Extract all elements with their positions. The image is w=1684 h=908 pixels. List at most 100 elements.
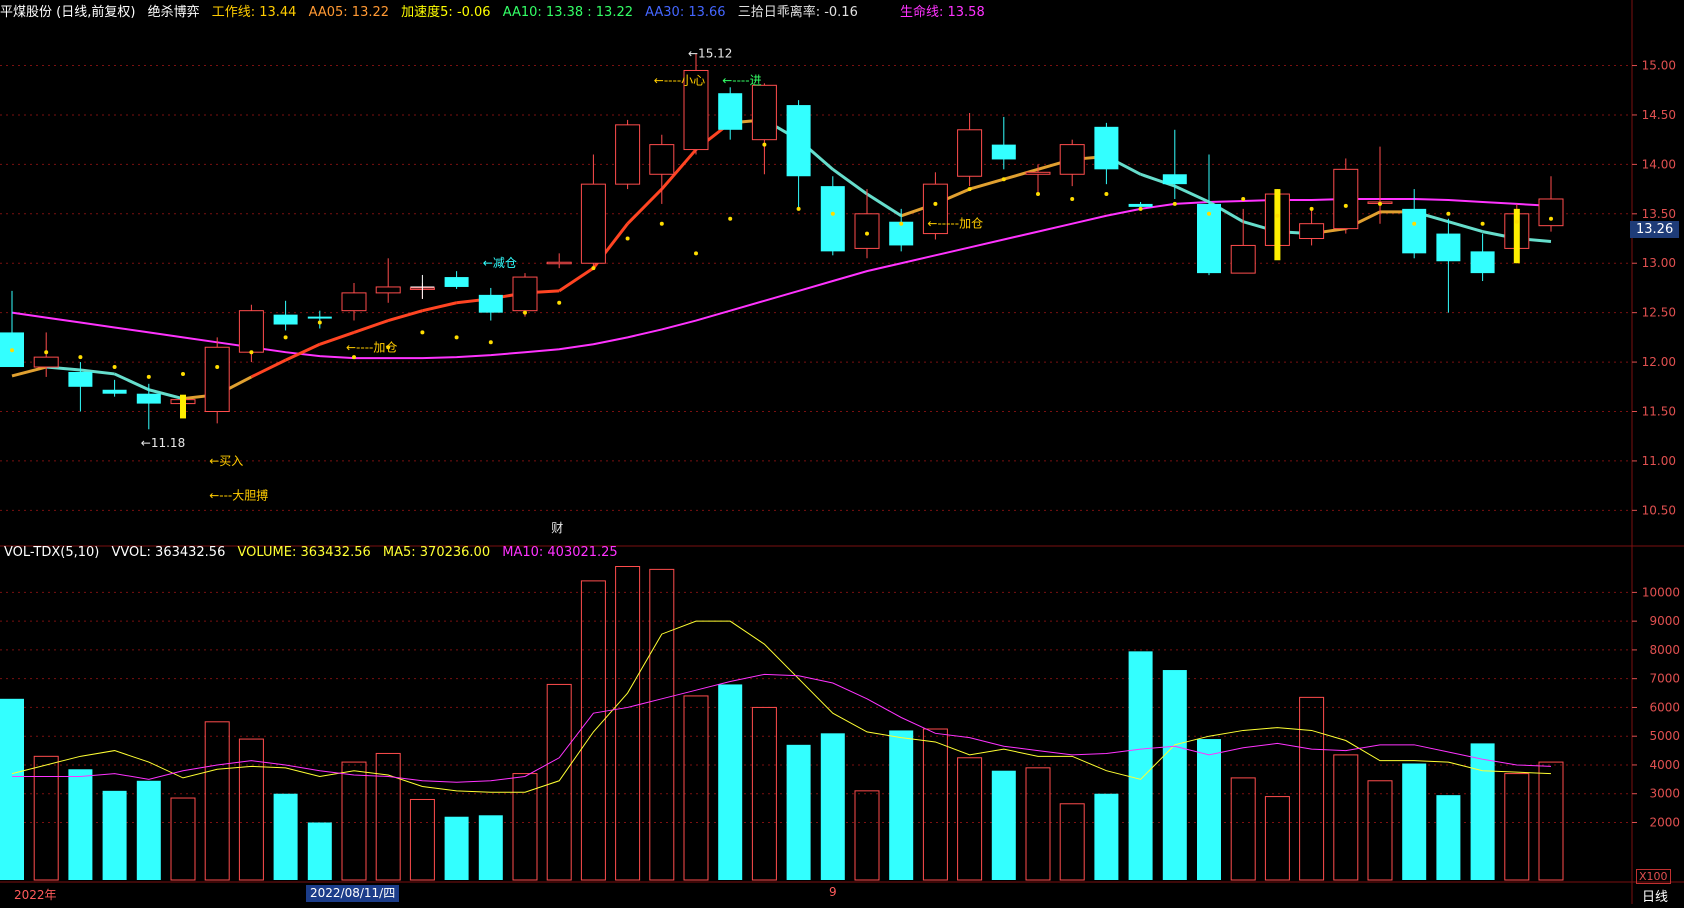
candle [1402, 189, 1427, 259]
candle [922, 172, 948, 240]
candle-body [1402, 208, 1427, 254]
volume-bar [1162, 670, 1187, 880]
volume-bar [136, 780, 161, 880]
indicator-dot [1070, 196, 1075, 201]
indicator-dot [1241, 196, 1246, 201]
indicator-dot [317, 320, 322, 325]
candle-body [991, 144, 1016, 160]
candle [1538, 176, 1564, 232]
candle-body [1299, 223, 1325, 240]
buy-marker [1513, 208, 1520, 264]
indicator-item: 三拾日乖离率: -0.16 [737, 5, 858, 20]
price-header: 平煤股份 (日线,前复权) 绝杀博弈 工作线: 13.44 AA05: 13.2… [0, 0, 993, 26]
chart-annotation: ←买入 [209, 454, 243, 468]
volume-bar [102, 790, 127, 880]
candle [1059, 139, 1085, 187]
price-tick-label: 11.50 [1642, 405, 1676, 419]
volume-bar [546, 683, 572, 881]
work-line-segment [11, 365, 47, 378]
indicator-dot [1549, 216, 1553, 221]
work-line-segment [626, 188, 663, 225]
candle-body [1059, 144, 1085, 175]
volume-tick-label: 7000 [1649, 672, 1680, 686]
indicator-dot [796, 206, 801, 211]
volume-bar [1025, 767, 1051, 881]
buy-marker [180, 394, 186, 419]
candle-body [136, 393, 161, 404]
candle [889, 208, 914, 252]
indicator-dot [181, 371, 185, 376]
candle-body [307, 316, 332, 319]
work-line-segment [387, 309, 423, 323]
indicator-name[interactable]: 绝杀博弈 [147, 5, 200, 20]
volume-bar [273, 793, 298, 880]
volume-bar [1470, 743, 1495, 880]
candle [718, 87, 743, 140]
work-line-segment [1003, 167, 1039, 181]
work-line-segment [148, 388, 184, 401]
indicator-item: AA05: 13.22 [308, 5, 390, 20]
candle-body [1094, 126, 1119, 170]
candle-body [1230, 244, 1256, 274]
candle-body [204, 346, 230, 412]
volume-bar [683, 695, 709, 881]
chart-annotation: ←减仓 [483, 256, 517, 270]
volume-bar [957, 757, 983, 881]
candle [102, 379, 127, 397]
chart-annotation: ←-----加仓 [927, 217, 983, 231]
indicator-dot [523, 310, 527, 315]
volume-header: VOL-TDX(5,10) VVOL: 363432.56 VOLUME: 36… [0, 540, 626, 566]
indicator-dot [865, 231, 869, 236]
volume-bar [1436, 795, 1461, 880]
candle-body [1470, 251, 1495, 274]
indicator-dot [1446, 211, 1451, 216]
indicator-dot [146, 374, 151, 379]
stock-title[interactable]: 平煤股份 (日线,前复权) [0, 5, 136, 20]
candle-body [615, 124, 641, 185]
current-price-tag: 13.26 [1630, 221, 1680, 238]
candle-body [649, 144, 675, 175]
volume-bar [307, 822, 332, 880]
ma5-value: MA5: 370236.00 [382, 545, 491, 560]
candle [1470, 233, 1495, 282]
candle-body [68, 371, 93, 387]
indicator-dot [830, 211, 835, 216]
candle-body [444, 277, 469, 287]
candle [136, 383, 161, 430]
price-tick-label: 11.00 [1642, 454, 1676, 468]
period-label[interactable]: 日线 [1642, 890, 1669, 905]
indicator-dot [1172, 201, 1177, 206]
work-line-segment [422, 301, 457, 313]
volume-bar [1402, 763, 1427, 880]
candle [1230, 208, 1256, 274]
indicator-item: AA10: 13.38 : 13.22 [502, 5, 633, 20]
volume-bar [615, 566, 641, 881]
volume-bar [1538, 761, 1564, 881]
volume-bar [1094, 793, 1119, 880]
volume-bar [341, 761, 367, 881]
volume-tick-label: 2000 [1649, 815, 1680, 829]
candle [751, 83, 777, 175]
volume-tick-label: 9000 [1649, 614, 1680, 628]
volume-bar [0, 698, 24, 880]
chart-annotation: ←----进 [722, 73, 761, 87]
volume-bar [375, 752, 401, 881]
work-line-segment [831, 168, 868, 196]
volume-bar [1299, 696, 1325, 881]
volume-bar [580, 580, 606, 881]
volume-indicator-name[interactable]: VOL-TDX(5,10) [4, 545, 100, 560]
indicator-dot [1036, 192, 1040, 197]
indicator-dot [386, 345, 391, 350]
volume-bar [33, 755, 59, 881]
volume-bar [1128, 651, 1153, 880]
work-line-segment [319, 331, 355, 346]
volume-bar [649, 568, 675, 881]
volume-bar [854, 790, 880, 881]
volume-bar [1333, 754, 1359, 881]
indicator-dot [10, 348, 14, 353]
work-line-segment [866, 192, 903, 218]
indicator-dot [1343, 203, 1348, 208]
candle [580, 154, 606, 269]
indicator-dot [249, 350, 254, 355]
